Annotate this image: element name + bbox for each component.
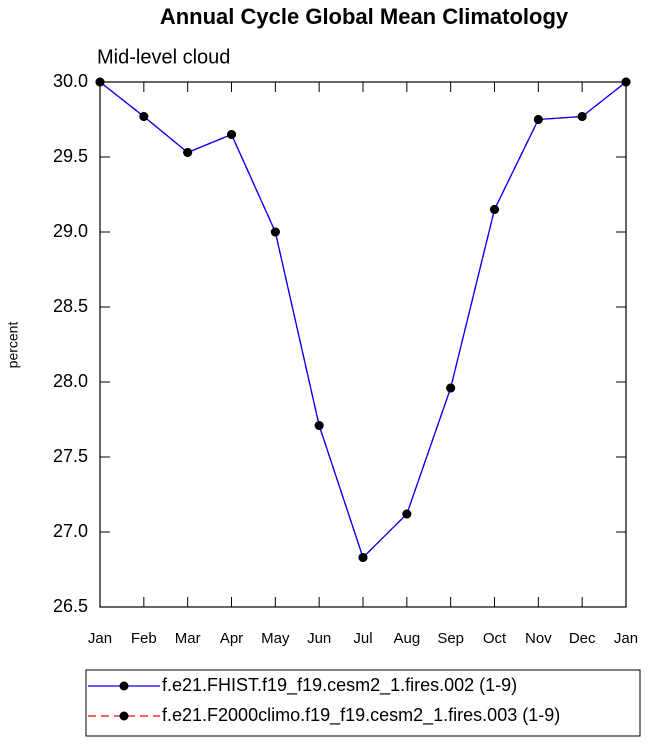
y-tick-label: 29.0 [53,221,88,241]
x-tick-label: Aug [393,630,420,647]
series-line [99,81,627,559]
y-tick-label: 28.0 [53,371,88,391]
data-point [402,509,412,519]
x-tick-label: Jan [614,630,638,647]
x-tick-label: Jan [88,630,112,647]
y-axis-label: percent [5,322,21,369]
legend-label: f.e21.FHIST.f19_f19.cesm2_1.fires.002 (1… [162,675,517,696]
legend-marker [119,711,129,721]
legend-label: f.e21.F2000climo.f19_f19.cesm2_1.fires.0… [162,705,560,726]
x-tick-label: Jun [307,630,331,647]
data-point [577,112,587,121]
plot-frame [99,81,627,608]
x-tick-label: Jul [353,630,372,647]
y-tick-label: 28.5 [53,296,88,316]
y-tick-label: 27.5 [53,446,88,466]
y-tick-label: 30.0 [53,71,88,91]
data-point [95,77,105,87]
y-tick-label: 26.5 [53,596,88,616]
data-point [446,383,456,393]
x-tick-label: Feb [131,630,157,647]
series-line [99,81,627,559]
y-tick-label: 29.5 [53,146,88,166]
x-tick-label: May [261,630,290,647]
x-tick-label: Mar [175,630,201,647]
data-point [358,553,368,562]
legend-box [85,669,641,737]
x-tick-label: Sep [437,630,464,647]
data-point [314,421,324,430]
data-point [621,77,631,87]
x-tick-label: Oct [483,630,507,647]
x-tick-label: Nov [525,630,552,647]
data-point [227,130,236,139]
data-point [490,205,499,214]
legend-marker [119,681,129,691]
x-tick-label: Dec [569,630,596,647]
chart-title: Annual Cycle Global Mean Climatology [160,4,569,29]
chart-subtitle: Mid-level cloud [97,46,230,68]
data-point [533,115,543,124]
data-point [139,112,149,121]
data-point [183,148,193,157]
data-point [270,227,280,237]
y-tick-label: 27.0 [53,521,88,541]
x-tick-label: Apr [220,630,243,647]
